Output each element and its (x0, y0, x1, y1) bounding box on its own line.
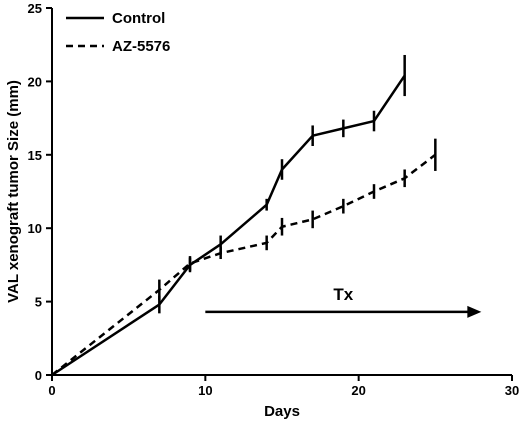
y-tick-label-3: 15 (28, 148, 42, 163)
x-axis-title: Days (264, 403, 300, 420)
series-line-0 (51, 74, 406, 377)
y-tick-label-5: 25 (28, 1, 42, 16)
series-line-1 (51, 153, 437, 376)
treatment-label-0: Tx (333, 285, 353, 304)
y-axis-title: VAL xenograft tumor Size (mm) (5, 80, 22, 303)
annotation-layer: Tx (205, 285, 482, 318)
legend-label-1: AZ-5576 (112, 38, 170, 55)
x-tick-label-2: 20 (351, 383, 365, 398)
x-tick-label-0: 0 (48, 383, 55, 398)
axes: 0 10 20 30 0 5 10 15 20 25 (28, 1, 520, 398)
legend: Control AZ-5576 (66, 10, 170, 55)
legend-label-0: Control (112, 10, 165, 27)
x-tick-label-3: 30 (505, 383, 519, 398)
y-tick-label-4: 20 (28, 74, 42, 89)
y-tick-label-1: 5 (35, 295, 42, 310)
treatment-arrow-head-0 (467, 305, 482, 318)
y-tick-label-2: 10 (28, 221, 42, 236)
series-layer (51, 54, 437, 377)
y-tick-label-0: 0 (35, 368, 42, 383)
x-tick-label-1: 10 (198, 383, 212, 398)
